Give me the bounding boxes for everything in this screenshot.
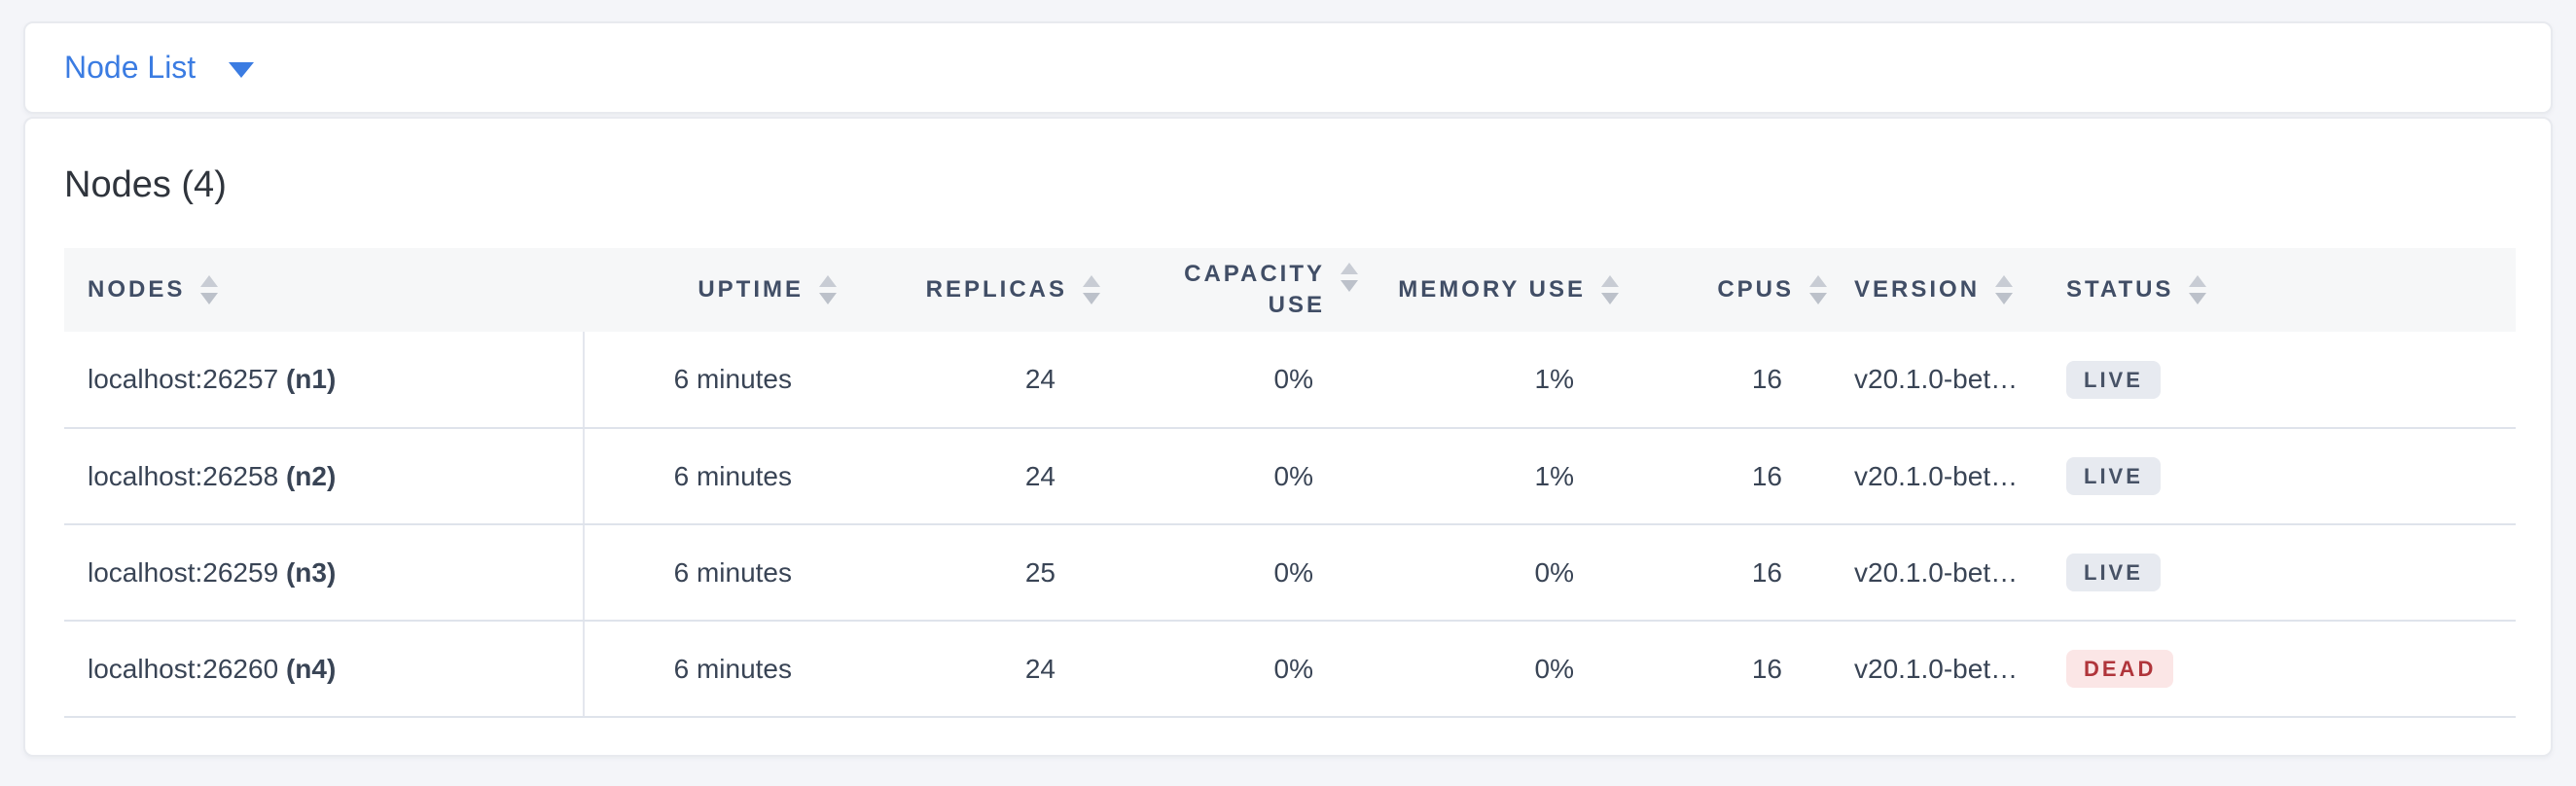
cell-version: v20.1.0-bet…	[1831, 621, 2043, 718]
cell-capacity-use: 0%	[1079, 332, 1337, 429]
column-label: STATUS	[2066, 276, 2174, 303]
table-row[interactable]: localhost:26257 (n1) 6 minutes 24 0% 1% …	[64, 332, 2516, 429]
cell-node-address[interactable]: localhost:26258 (n2)	[64, 428, 585, 525]
page: Node List Nodes (4) NODES UPTIME	[23, 21, 2553, 757]
column-label: CAPACITY USE	[1184, 260, 1325, 318]
table-body: localhost:26257 (n1) 6 minutes 24 0% 1% …	[64, 332, 2516, 718]
status-badge: LIVE	[2066, 457, 2161, 495]
view-selector-bar: Node List	[23, 21, 2553, 114]
table-header-row: NODES UPTIME REPLICAS CAPACITY USE MEMOR…	[64, 248, 2516, 332]
cell-memory-use: 0%	[1337, 524, 1597, 622]
cell-node-address[interactable]: localhost:26257 (n1)	[64, 332, 585, 429]
status-badge: DEAD	[2066, 650, 2174, 688]
node-id: (n3)	[285, 556, 337, 588]
cell-version: v20.1.0-bet…	[1831, 428, 2043, 525]
cell-replicas: 25	[815, 524, 1079, 622]
node-id: (n2)	[285, 460, 337, 491]
table-header: NODES UPTIME REPLICAS CAPACITY USE MEMOR…	[64, 248, 2516, 332]
column-label: VERSION	[1854, 276, 1981, 303]
cell-version: v20.1.0-bet…	[1831, 332, 2043, 429]
sort-icon[interactable]	[819, 275, 837, 304]
column-header-replicas[interactable]: REPLICAS	[815, 248, 1100, 332]
cell-uptime: 6 minutes	[584, 524, 815, 622]
sort-icon[interactable]	[1341, 262, 1358, 292]
cell-capacity-use: 0%	[1079, 524, 1337, 622]
view-dropdown-label: Node List	[64, 50, 197, 85]
cell-memory-use: 0%	[1337, 621, 1597, 718]
cell-cpus: 16	[1597, 332, 1831, 429]
page-title: Nodes (4)	[64, 164, 227, 205]
cell-status: DEAD	[2043, 621, 2516, 718]
cell-cpus: 16	[1597, 621, 1831, 718]
cell-cpus: 16	[1597, 524, 1831, 622]
column-label: NODES	[88, 276, 186, 303]
column-header-status[interactable]: STATUS	[2043, 248, 2516, 332]
cell-node-address[interactable]: localhost:26259 (n3)	[64, 524, 585, 622]
table-row[interactable]: localhost:26260 (n4) 6 minutes 24 0% 0% …	[64, 621, 2516, 718]
cell-status: LIVE	[2043, 524, 2516, 622]
table-row[interactable]: localhost:26259 (n3) 6 minutes 25 0% 0% …	[64, 524, 2516, 622]
cell-status: LIVE	[2043, 332, 2516, 429]
cell-replicas: 24	[815, 332, 1079, 429]
cell-node-address[interactable]: localhost:26260 (n4)	[64, 621, 585, 718]
status-badge: LIVE	[2066, 554, 2161, 591]
cell-capacity-use: 0%	[1079, 621, 1337, 718]
column-header-capacity-use[interactable]: CAPACITY USE	[1079, 248, 1358, 332]
cell-capacity-use: 0%	[1079, 428, 1337, 525]
column-label: UPTIME	[698, 276, 804, 303]
sort-icon[interactable]	[200, 275, 219, 304]
sort-icon[interactable]	[1601, 275, 1619, 304]
table-row[interactable]: localhost:26258 (n2) 6 minutes 24 0% 1% …	[64, 428, 2516, 525]
cell-uptime: 6 minutes	[584, 428, 815, 525]
view-dropdown[interactable]: Node List	[64, 50, 255, 86]
column-label: MEMORY USE	[1398, 276, 1586, 303]
column-header-cpus[interactable]: CPUS	[1597, 248, 1831, 332]
node-id: (n1)	[285, 364, 337, 394]
column-label: CPUS	[1717, 276, 1794, 303]
sort-icon[interactable]	[1083, 275, 1100, 304]
column-header-memory-use[interactable]: MEMORY USE	[1337, 248, 1619, 332]
status-badge: LIVE	[2066, 360, 2161, 399]
column-header-nodes[interactable]: NODES	[64, 248, 584, 332]
column-header-version[interactable]: VERSION	[1831, 248, 2043, 332]
node-list-table: NODES UPTIME REPLICAS CAPACITY USE MEMOR…	[64, 248, 2516, 718]
sort-icon[interactable]	[1995, 275, 2014, 304]
cell-replicas: 24	[815, 428, 1079, 525]
column-header-uptime[interactable]: UPTIME	[584, 248, 837, 332]
nodes-panel: Nodes (4) NODES UPTIME REPLICAS	[23, 117, 2553, 757]
cell-cpus: 16	[1597, 428, 1831, 525]
cell-status: LIVE	[2043, 428, 2516, 525]
node-id: (n4)	[285, 653, 337, 684]
cell-memory-use: 1%	[1337, 428, 1597, 525]
cell-uptime: 6 minutes	[584, 621, 815, 718]
chevron-down-icon	[229, 61, 255, 78]
cell-version: v20.1.0-bet…	[1831, 524, 2043, 622]
cell-replicas: 24	[815, 621, 1079, 718]
sort-icon[interactable]	[1809, 275, 1827, 304]
sort-icon[interactable]	[2189, 275, 2207, 304]
column-label: REPLICAS	[925, 276, 1067, 303]
cell-memory-use: 1%	[1337, 332, 1597, 429]
cell-uptime: 6 minutes	[584, 332, 815, 429]
